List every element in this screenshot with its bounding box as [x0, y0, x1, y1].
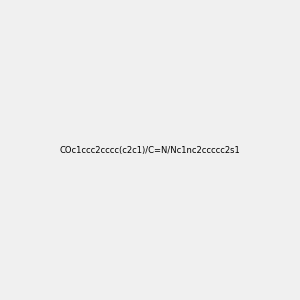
Text: COc1ccc2cccc(c2c1)/C=N/Nc1nc2ccccc2s1: COc1ccc2cccc(c2c1)/C=N/Nc1nc2ccccc2s1 [60, 146, 240, 154]
